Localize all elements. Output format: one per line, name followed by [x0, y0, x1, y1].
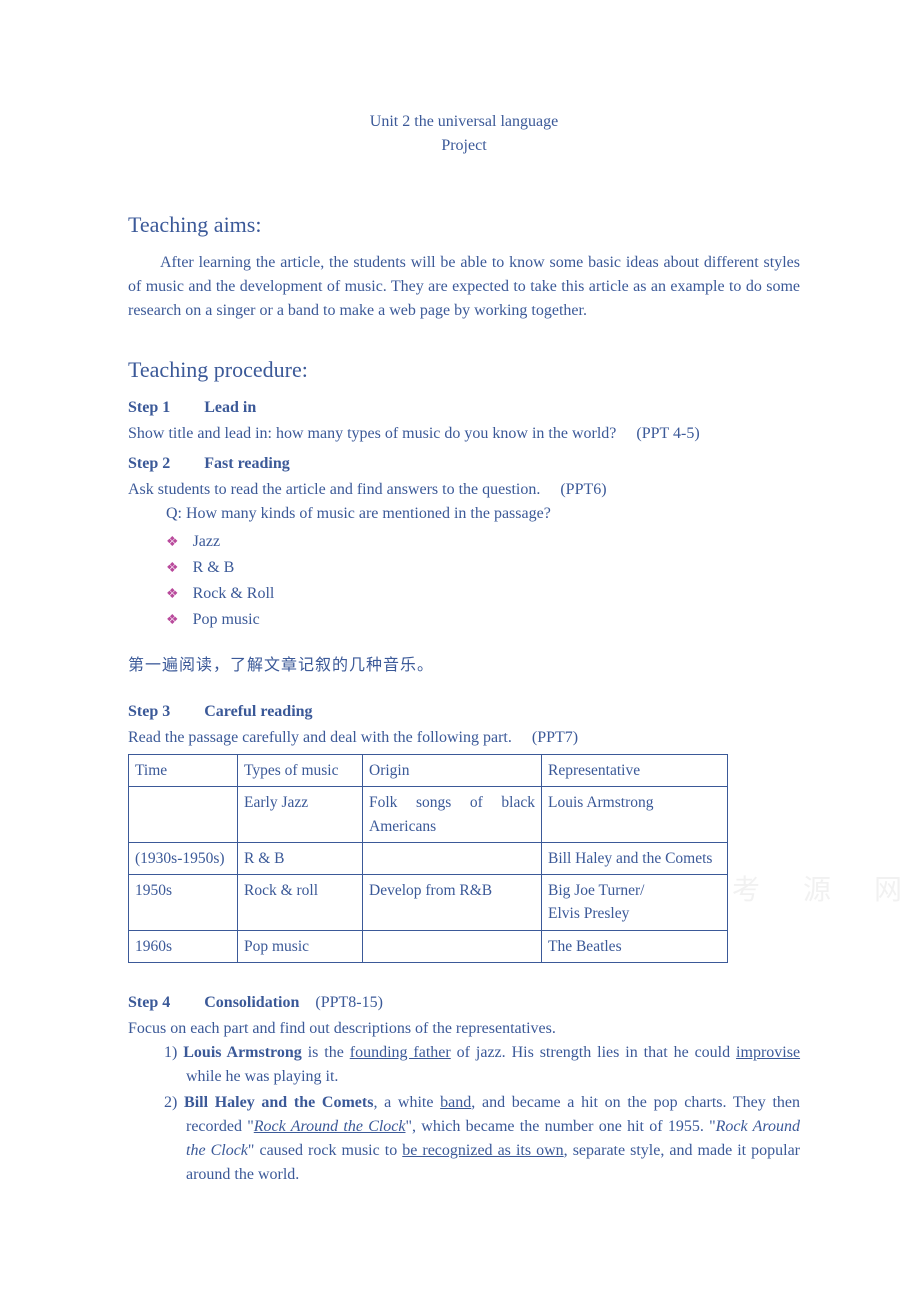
bullet-label: Jazz — [193, 530, 221, 554]
step1-body: Show title and lead in: how many types o… — [128, 422, 800, 446]
aims-text: After learning the article, the students… — [128, 251, 800, 323]
bullet-rock: ❖ Rock & Roll — [166, 582, 800, 606]
item1-u1: founding father — [350, 1044, 451, 1061]
step3-label: Step 3 — [128, 703, 170, 720]
step-2: Step 2 Fast reading — [128, 452, 800, 476]
rep-line2: Elvis Presley — [548, 902, 721, 925]
origin-line1: Folk songs of black — [369, 791, 535, 814]
step4-label: Step 4 — [128, 994, 170, 1011]
step2-ppt: (PPT6) — [560, 481, 606, 498]
item2-u2: be recognized as its own — [402, 1142, 563, 1159]
step1-text: Show title and lead in: how many types o… — [128, 425, 616, 442]
step3-text: Read the passage carefully and deal with… — [128, 729, 512, 746]
cell-origin — [363, 842, 542, 874]
table-row: (1930s-1950s) R & B Bill Haley and the C… — [129, 842, 728, 874]
bullet-label: Pop music — [193, 608, 260, 632]
cell-type: Pop music — [238, 930, 363, 962]
bullet-label: Rock & Roll — [193, 582, 275, 606]
table-row: 1950s Rock & roll Develop from R&B Big J… — [129, 875, 728, 931]
step1-ppt: (PPT 4-5) — [636, 425, 699, 442]
step2-bullets: ❖ Jazz ❖ R & B ❖ Rock & Roll ❖ Pop music — [166, 530, 800, 632]
th-origin: Origin — [363, 755, 542, 787]
bullet-jazz: ❖ Jazz — [166, 530, 800, 554]
step3-ppt: (PPT7) — [532, 729, 578, 746]
unit-title: Unit 2 the universal language — [128, 110, 800, 134]
item2-t4: " caused rock music to — [248, 1142, 402, 1159]
cell-time: (1930s-1950s) — [129, 842, 238, 874]
diamond-icon: ❖ — [166, 558, 179, 579]
cell-time — [129, 787, 238, 843]
cell-rep: Bill Haley and the Comets — [542, 842, 728, 874]
table-row: Early Jazz Folk songs of black Americans… — [129, 787, 728, 843]
table-row: 1960s Pop music The Beatles — [129, 930, 728, 962]
cell-origin — [363, 930, 542, 962]
item1-name: Louis Armstrong — [183, 1044, 302, 1061]
step2-text: Ask students to read the article and fin… — [128, 481, 540, 498]
document-page: Unit 2 the universal language Project Te… — [0, 0, 920, 1249]
item2-u1: band — [440, 1094, 471, 1111]
item2-it1: Rock Around the Clock — [254, 1118, 406, 1135]
step3-title: Careful reading — [204, 703, 312, 720]
page-subtitle: Project — [128, 134, 800, 158]
list-item-1: 1) Louis Armstrong is the founding fathe… — [164, 1041, 800, 1089]
diamond-icon: ❖ — [166, 610, 179, 631]
list-item-2: 2) Bill Haley and the Comets, a white ba… — [164, 1091, 800, 1187]
cell-origin: Folk songs of black Americans — [363, 787, 542, 843]
step1-label: Step 1 — [128, 399, 170, 416]
cell-rep: The Beatles — [542, 930, 728, 962]
th-time: Time — [129, 755, 238, 787]
cell-type: R & B — [238, 842, 363, 874]
step4-list: 1) Louis Armstrong is the founding fathe… — [164, 1041, 800, 1187]
step-3: Step 3 Careful reading — [128, 700, 800, 724]
origin-line2: Americans — [369, 815, 535, 838]
item2-t1: , a white — [373, 1094, 440, 1111]
teaching-aims-body: After learning the article, the students… — [128, 251, 800, 323]
cell-type: Early Jazz — [238, 787, 363, 843]
cell-type: Rock & roll — [238, 875, 363, 931]
step-4: Step 4 Consolidation (PPT8-15) — [128, 991, 800, 1015]
step4-title: Consolidation — [204, 994, 299, 1011]
item2-name: Bill Haley and the Comets — [184, 1094, 373, 1111]
item1-t2: of jazz. His strength lies in that he co… — [451, 1044, 736, 1061]
step2-body: Ask students to read the article and fin… — [128, 478, 800, 502]
step1-title: Lead in — [204, 399, 256, 416]
item2-t3: ", which became the number one hit of 19… — [406, 1118, 716, 1135]
step-1: Step 1 Lead in — [128, 396, 800, 420]
bullet-rb: ❖ R & B — [166, 556, 800, 580]
chinese-note: 第一遍阅读，了解文章记叙的几种音乐。 — [128, 654, 800, 678]
item1-t1: is the — [302, 1044, 350, 1061]
teaching-aims-heading: Teaching aims: — [128, 208, 800, 241]
cell-origin: Develop from R&B — [363, 875, 542, 931]
step4-ppt: (PPT8-15) — [315, 994, 383, 1011]
item1-num: 1) — [164, 1044, 183, 1061]
th-rep: Representative — [542, 755, 728, 787]
step3-body: Read the passage carefully and deal with… — [128, 726, 800, 750]
step2-label: Step 2 — [128, 455, 170, 472]
cell-rep: Big Joe Turner/ Elvis Presley — [542, 875, 728, 931]
item2-num: 2) — [164, 1094, 184, 1111]
rep-line1: Big Joe Turner/ — [548, 879, 721, 902]
step2-question: Q: How many kinds of music are mentioned… — [166, 502, 800, 526]
diamond-icon: ❖ — [166, 584, 179, 605]
cell-rep: Louis Armstrong — [542, 787, 728, 843]
item1-u2: improvise — [736, 1044, 800, 1061]
music-table: Time Types of music Origin Representativ… — [128, 754, 728, 963]
table-header-row: Time Types of music Origin Representativ… — [129, 755, 728, 787]
step4-body: Focus on each part and find out descript… — [128, 1017, 800, 1041]
bullet-pop: ❖ Pop music — [166, 608, 800, 632]
cell-time: 1960s — [129, 930, 238, 962]
bullet-label: R & B — [193, 556, 235, 580]
step2-title: Fast reading — [204, 455, 289, 472]
teaching-procedure-heading: Teaching procedure: — [128, 353, 800, 386]
th-type: Types of music — [238, 755, 363, 787]
diamond-icon: ❖ — [166, 532, 179, 553]
item1-t3: while he was playing it. — [186, 1068, 338, 1085]
cell-time: 1950s — [129, 875, 238, 931]
